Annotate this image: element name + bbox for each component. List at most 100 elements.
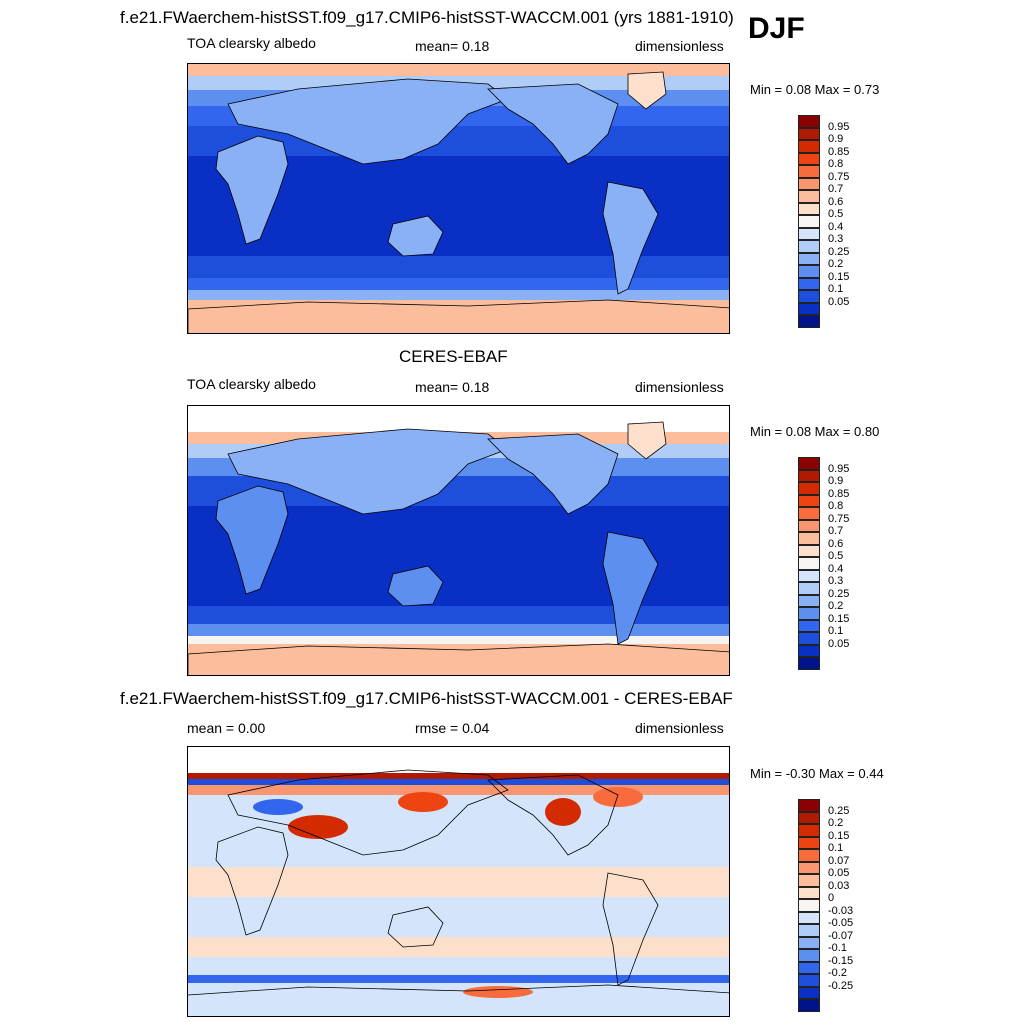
colorbar-cell <box>798 811 820 825</box>
colorbar-cell <box>798 569 820 583</box>
diff-colorbar: 0.25 0.2 0.15 0.1 0.07 0.05 0.03 0 -0.03 -0.05 -0.… <box>798 799 853 1012</box>
colorbar-cell <box>798 494 820 508</box>
diff-anomaly <box>593 787 643 807</box>
colorbar-cell <box>798 532 820 545</box>
continent-australia <box>387 215 444 257</box>
colorbar-tick-label: 0.3 <box>828 233 844 246</box>
colorbar-tick-label: 0.4 <box>828 220 844 233</box>
colorbar-tick-label: 0.03 <box>828 879 850 892</box>
colorbar-cell <box>798 849 820 862</box>
continent-eurasia <box>227 769 509 856</box>
model-variable-label: TOA clearsky albedo <box>187 35 316 51</box>
colorbar-cell <box>798 924 820 937</box>
map-band <box>188 624 729 636</box>
map-band <box>188 636 729 644</box>
colorbar-tick-label: 0.4 <box>828 562 844 575</box>
continent-antarctica <box>188 643 729 675</box>
colorbar-cell <box>798 507 820 520</box>
colorbar-tick-label: 0.25 <box>828 587 850 600</box>
colorbar-cell <box>798 227 820 241</box>
model-minmax-label: Min = 0.08 Max = 0.73 <box>750 82 880 97</box>
continents <box>188 71 729 333</box>
continent-antarctica <box>188 299 729 333</box>
diff-anomaly <box>288 815 348 839</box>
colorbar-tick-label: 0.15 <box>828 270 850 283</box>
colorbar-cell <box>798 290 820 303</box>
diff-anomaly <box>253 799 303 815</box>
colorbar-tick-label: 0.95 <box>828 120 850 133</box>
map-band <box>188 64 729 76</box>
obs-colorbar: 0.95 0.9 0.85 0.8 0.75 0.7 0.6 0.5 0.4 0.3 0.25 0.2… <box>798 457 849 670</box>
map-band <box>188 747 729 773</box>
colorbar-tick-label: 0.85 <box>828 145 850 158</box>
diff-panel-title: f.e21.FWaerchem-histSST.f09_g17.CMIP6-hi… <box>120 689 733 708</box>
colorbar-tick-label: -0.15 <box>828 954 854 967</box>
diff-map-svg <box>188 747 729 1016</box>
colorbar-tick-label: 0.1 <box>828 842 844 855</box>
colorbar-cell <box>798 482 820 495</box>
colorbar-tick-label: 0.25 <box>828 245 850 258</box>
colorbar-cell <box>798 974 820 987</box>
diff-rmse-label: rmse = 0.04 <box>415 720 490 736</box>
colorbar-cell <box>798 115 820 128</box>
continent-africa <box>215 485 289 595</box>
colorbar-tick-label: 0.05 <box>828 867 850 880</box>
colorbar-tick-label: 0.7 <box>828 525 844 538</box>
continent-north-america <box>487 83 619 165</box>
continent-north-america <box>487 774 619 856</box>
map-band <box>188 779 729 785</box>
model-map <box>187 63 730 334</box>
continent-australia <box>387 906 444 948</box>
colorbar-cell <box>798 986 820 1000</box>
colorbar-tick-label: 0.7 <box>828 183 844 196</box>
colorbar-tick-label: -0.1 <box>828 942 847 955</box>
colorbar-tick-label: 0.5 <box>828 550 844 563</box>
diff-anomaly <box>398 792 448 812</box>
model-map-svg <box>188 64 729 333</box>
continent-africa <box>215 135 289 245</box>
diff-mean-label: mean = 0.00 <box>187 720 266 736</box>
map-band <box>188 773 729 779</box>
map-band <box>188 975 729 983</box>
colorbar-cell <box>798 799 820 812</box>
obs-units-label: dimensionless <box>635 379 724 395</box>
diff-anomaly <box>463 986 533 998</box>
continent-south-america <box>602 531 659 645</box>
colorbar-tick-label: 0.8 <box>828 158 844 171</box>
map-band <box>188 606 729 624</box>
diff-minmax-label: Min = -0.30 Max = 0.44 <box>750 766 884 781</box>
colorbar-tick-label: 0.05 <box>828 295 850 308</box>
season-label: DJF <box>748 12 805 45</box>
diff-units-label: dimensionless <box>635 720 724 736</box>
colorbar-tick-label: 0.6 <box>828 195 844 208</box>
colorbar-cell <box>798 315 820 328</box>
map-band <box>188 256 729 278</box>
colorbar-cell <box>798 557 820 570</box>
colorbar-tick-label: 0.75 <box>828 512 850 525</box>
colorbar-cell <box>798 949 820 962</box>
colorbar-tick-label: 0.8 <box>828 500 844 513</box>
colorbar-cell <box>798 824 820 837</box>
colorbar-tick-label: 0.85 <box>828 487 850 500</box>
colorbar-cell <box>798 999 820 1012</box>
colorbar-cell <box>798 961 820 975</box>
colorbar-cell <box>798 302 820 316</box>
colorbar-tick-label: 0.15 <box>828 829 850 842</box>
colorbar-tick-label: 0.9 <box>828 133 844 146</box>
colorbar-cell <box>798 582 820 595</box>
colorbar-cell <box>798 165 820 178</box>
colorbar-cell <box>798 836 820 850</box>
colorbar-tick-label: 0.95 <box>828 462 850 475</box>
continent-eurasia <box>227 78 509 165</box>
obs-variable-label: TOA clearsky albedo <box>187 376 316 392</box>
colorbar-cell <box>798 252 820 266</box>
colorbar-tick-label: 0.2 <box>828 817 844 830</box>
map-band <box>188 785 729 795</box>
continents <box>188 769 729 996</box>
colorbar-tick-label: -0.05 <box>828 917 854 930</box>
colorbar-tick-label: -0.03 <box>828 904 854 917</box>
continent-eurasia <box>227 428 509 515</box>
colorbar-tick-label: 0.15 <box>828 612 850 625</box>
colorbar-cell <box>798 265 820 278</box>
colorbar-tick-label: 0.6 <box>828 537 844 550</box>
